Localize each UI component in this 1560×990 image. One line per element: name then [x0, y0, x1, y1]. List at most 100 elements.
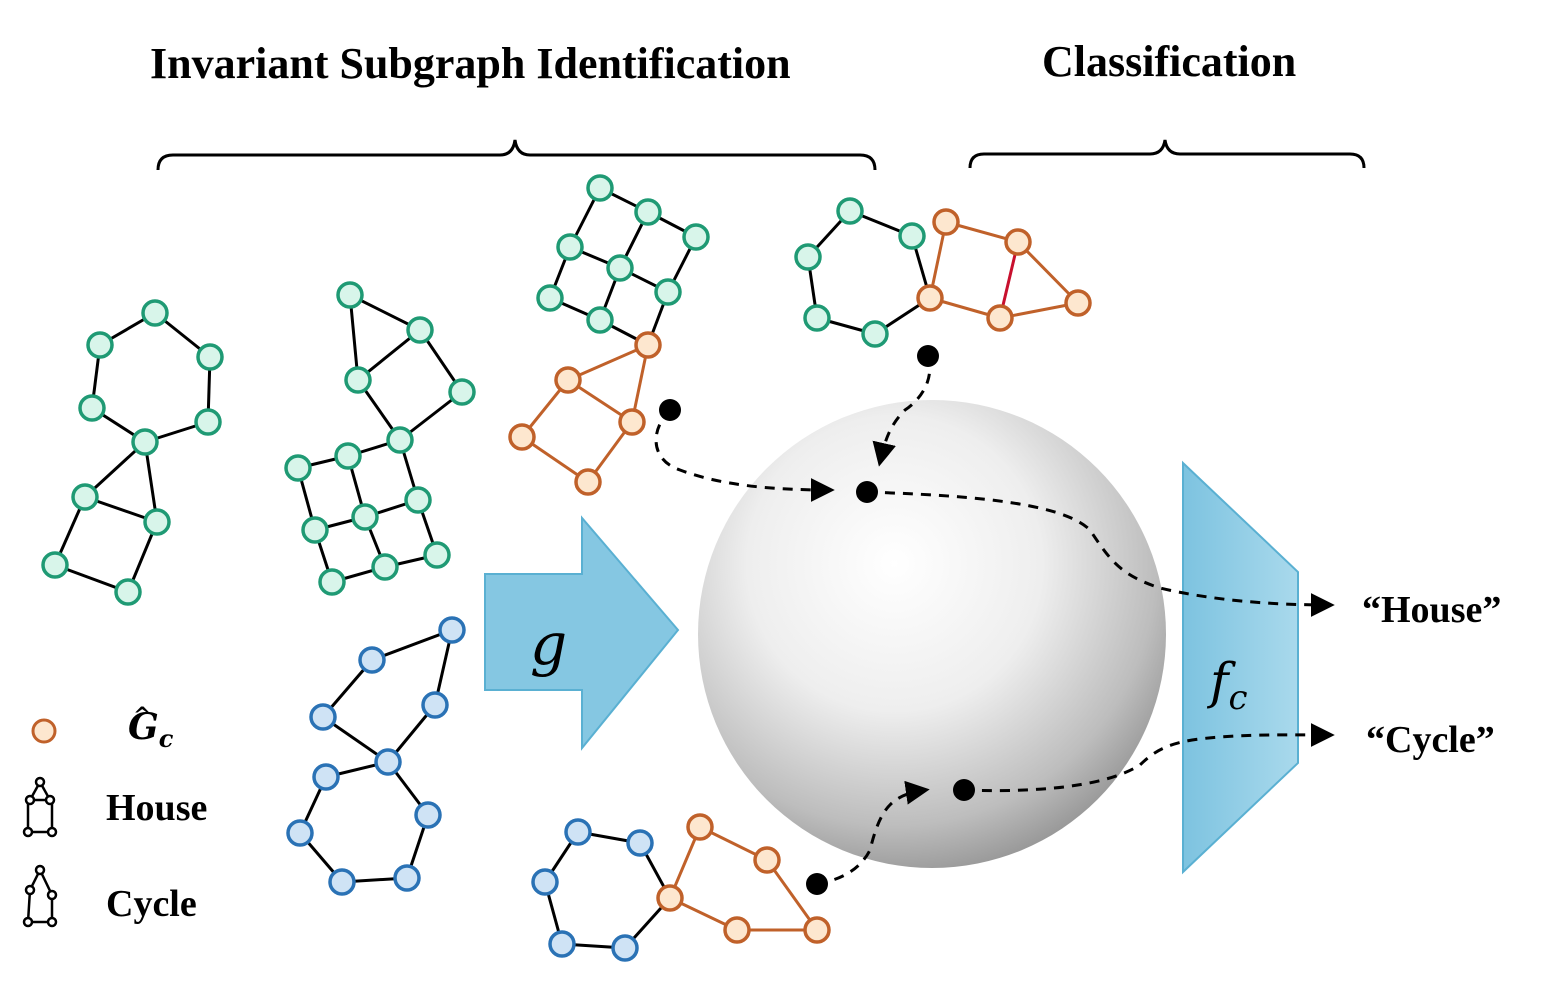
graph-node	[71, 483, 99, 511]
legend-cycle-icon	[22, 864, 58, 928]
classifier-trapezoid	[1182, 460, 1299, 875]
brace-classification	[968, 139, 1366, 169]
embedding-sphere	[698, 400, 1166, 868]
graph-node	[794, 243, 822, 271]
graph-node	[406, 316, 434, 344]
graph-edge	[567, 343, 649, 382]
graph-node	[634, 331, 662, 359]
graph-node	[803, 304, 831, 332]
graph-node	[932, 208, 960, 236]
graph-node	[861, 320, 889, 348]
flow-path-embedding-to-house	[866, 490, 1335, 617]
graph-node	[634, 198, 662, 226]
graph-node	[586, 306, 614, 334]
encoder-arrow	[484, 515, 680, 751]
graph-node	[351, 503, 379, 531]
graph-node	[611, 934, 639, 962]
graph-node	[423, 541, 451, 569]
graph-green-grid-orange-house	[508, 174, 710, 496]
graph-node	[86, 331, 114, 359]
graph-node	[404, 486, 432, 514]
graph-node	[508, 423, 536, 451]
graph-node	[393, 864, 421, 892]
graph-node	[626, 829, 654, 857]
source-point-top-graph	[917, 345, 939, 367]
graph-node	[548, 930, 576, 958]
graph-node	[78, 394, 106, 422]
embedding-point-house	[856, 481, 878, 503]
graph-node	[554, 366, 582, 394]
graph-node	[374, 748, 402, 776]
graph-node	[312, 763, 340, 791]
graph-node	[448, 378, 476, 406]
graph-blue-cycle-orange-cycle	[531, 813, 831, 962]
graph-node	[414, 801, 442, 829]
graph-blue-house-cycle	[286, 616, 466, 896]
graph-node	[143, 508, 171, 536]
graph-node	[531, 868, 559, 896]
graph-edge	[348, 294, 360, 381]
graph-node	[1004, 228, 1032, 256]
graph-node	[753, 846, 781, 874]
source-point-house-graph	[659, 399, 681, 421]
graph-node	[334, 442, 362, 470]
graph-node	[371, 553, 399, 581]
output-label-cycle: “Cycle”	[1366, 719, 1495, 761]
graph-node	[654, 278, 682, 306]
brace-invariant-subgraph	[156, 139, 877, 171]
embedding-point-cycle	[953, 779, 975, 801]
graph-node	[686, 813, 714, 841]
graph-node	[986, 304, 1014, 332]
classifier-label-sub: c	[1228, 678, 1248, 718]
graph-node	[682, 223, 710, 251]
legend-subgraph-hat: ^	[133, 703, 152, 729]
flow-path-house-graph-to-embedding	[654, 408, 835, 502]
graph-green-cycle-house	[41, 299, 224, 606]
flow-path-embedding-to-cycle	[963, 722, 1335, 793]
graph-node	[358, 646, 386, 674]
graph-node	[898, 222, 926, 250]
classifier-label-base: f	[1210, 652, 1229, 710]
graph-node	[344, 366, 372, 394]
graph-edge	[1016, 240, 1080, 305]
graph-node	[386, 426, 414, 454]
graph-node	[286, 819, 314, 847]
encoder-label: g	[530, 610, 568, 678]
graph-node	[318, 568, 346, 596]
classifier-label: fc	[1210, 652, 1248, 718]
graph-node	[836, 197, 864, 225]
source-point-cycle-graph	[806, 873, 828, 895]
title-invariant-subgraph-identification: Invariant Subgraph Identification	[150, 39, 791, 88]
graph-node	[574, 468, 602, 496]
embedding-points	[659, 345, 975, 895]
flow-path-cycle-graph-to-embedding	[816, 780, 930, 886]
graph-green-grid-house	[284, 281, 476, 596]
legend-cycle-label: Cycle	[106, 883, 197, 925]
graph-edge	[765, 859, 819, 931]
graph-node	[656, 884, 684, 912]
flow-path-top-graph-to-embedding	[872, 355, 932, 467]
title-classification: Classification	[1042, 37, 1297, 86]
flow-paths	[654, 355, 1335, 886]
graph-node	[41, 551, 69, 579]
legend-house-icon	[22, 776, 58, 838]
graph-collection	[41, 174, 1092, 962]
graph-node	[421, 691, 449, 719]
graph-node	[114, 578, 142, 606]
legend-house-label: House	[106, 787, 208, 829]
graph-green-cycle-orange-house	[794, 197, 1092, 348]
graph-node	[438, 616, 466, 644]
graph-node	[723, 916, 751, 944]
graph-node	[336, 281, 364, 309]
graph-node	[131, 428, 159, 456]
graph-node	[606, 254, 634, 282]
legend-subgraph-sub: c	[158, 724, 174, 754]
graph-node	[284, 454, 312, 482]
graph-node	[916, 284, 944, 312]
legend-subgraph-base: G	[128, 706, 159, 748]
graph-node	[309, 703, 337, 731]
graph-node	[556, 233, 584, 261]
graph-node	[141, 299, 169, 327]
legend-subgraph-label: Gc	[128, 706, 173, 753]
